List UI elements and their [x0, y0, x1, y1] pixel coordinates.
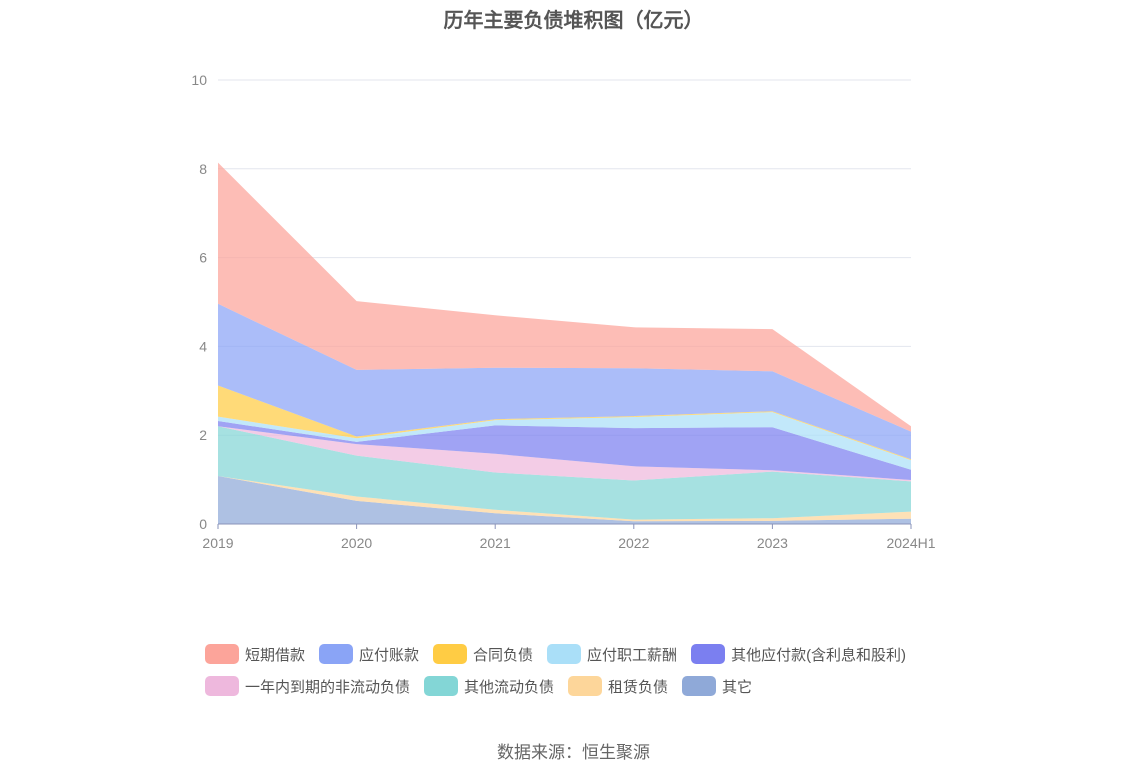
legend-item[interactable]: 应付账款 — [319, 644, 419, 665]
x-tick-label: 2022 — [618, 535, 649, 551]
legend-swatch — [547, 644, 582, 664]
x-tick-label: 2023 — [757, 535, 788, 551]
legend-swatch — [205, 644, 239, 664]
y-tick-label: 6 — [199, 250, 207, 266]
legend-label: 应付账款 — [359, 646, 420, 664]
legend-label: 短期借款 — [245, 646, 306, 664]
y-tick-label: 0 — [199, 516, 207, 532]
legend-label: 一年内到期的非流动负债 — [245, 678, 411, 696]
area-其它 — [218, 476, 911, 524]
legend: 短期借款 应付账款 合同负债 应付职工薪酬 其他应付款(含利息和股利) 一年内到期的非流… — [205, 638, 965, 702]
legend-item[interactable]: 其它 — [682, 676, 752, 697]
legend-item[interactable]: 合同负债 — [433, 644, 533, 665]
legend-row: 短期借款 应付账款 合同负债 应付职工薪酬 其他应付款(含利息和股利) — [205, 638, 965, 670]
legend-swatch — [424, 676, 459, 696]
area-租赁负债 — [218, 476, 911, 522]
legend-label: 其它 — [722, 678, 753, 696]
x-axis — [217, 523, 912, 529]
y-tick-label: 2 — [199, 427, 207, 443]
area-应付职工薪酬 — [218, 412, 911, 470]
legend-item[interactable]: 租赁负债 — [568, 676, 668, 697]
data-source-note: 数据来源：恒生聚源 — [497, 743, 650, 762]
legend-swatch — [568, 676, 603, 696]
legend-label: 应付职工薪酬 — [587, 646, 678, 664]
legend-swatch — [205, 676, 239, 696]
legend-item[interactable]: 一年内到期的非流动负债 — [205, 676, 410, 697]
y-tick-label: 10 — [191, 72, 207, 88]
legend-row: 一年内到期的非流动负债 其他流动负债 租赁负债 其它 — [205, 670, 965, 702]
stacked-area-chart: 0 2 4 6 8 10 2019 2020 2021 2022 2023 2024H1 — [191, 72, 935, 551]
x-tick-label: 2020 — [341, 535, 372, 551]
legend-label: 租赁负债 — [608, 678, 669, 696]
area-短期借款 — [218, 162, 911, 432]
legend-item[interactable]: 其他流动负债 — [424, 676, 554, 697]
legend-label: 合同负债 — [473, 646, 534, 664]
chart-title: 历年主要负债堆积图（亿元） — [443, 10, 704, 32]
legend-label: 其他流动负债 — [464, 678, 555, 696]
legend-swatch — [319, 644, 354, 664]
legend-item[interactable]: 其他应付款(含利息和股利) — [691, 644, 906, 665]
area-其他应付款(含利息和股利) — [218, 421, 911, 480]
legend-swatch — [682, 676, 717, 696]
legend-swatch — [691, 644, 726, 664]
x-axis-tick-labels: 2019 2020 2021 2022 2023 2024H1 — [202, 535, 935, 551]
y-tick-label: 4 — [199, 338, 207, 354]
area-其他流动负债 — [218, 426, 911, 520]
x-tick-label: 2021 — [480, 535, 511, 551]
legend-swatch — [433, 644, 468, 664]
area-应付账款 — [218, 303, 911, 460]
area-一年内到期的非流动负债 — [218, 426, 911, 482]
x-tick-label: 2024H1 — [886, 535, 935, 551]
legend-label: 其他应付款(含利息和股利) — [731, 646, 907, 664]
legend-item[interactable]: 短期借款 — [205, 644, 305, 665]
x-tick-label: 2019 — [202, 535, 233, 551]
y-axis-tick-labels: 0 2 4 6 8 10 — [191, 72, 207, 532]
legend-item[interactable]: 应付职工薪酬 — [547, 644, 677, 665]
area-series — [218, 162, 911, 524]
y-tick-label: 8 — [199, 161, 207, 177]
